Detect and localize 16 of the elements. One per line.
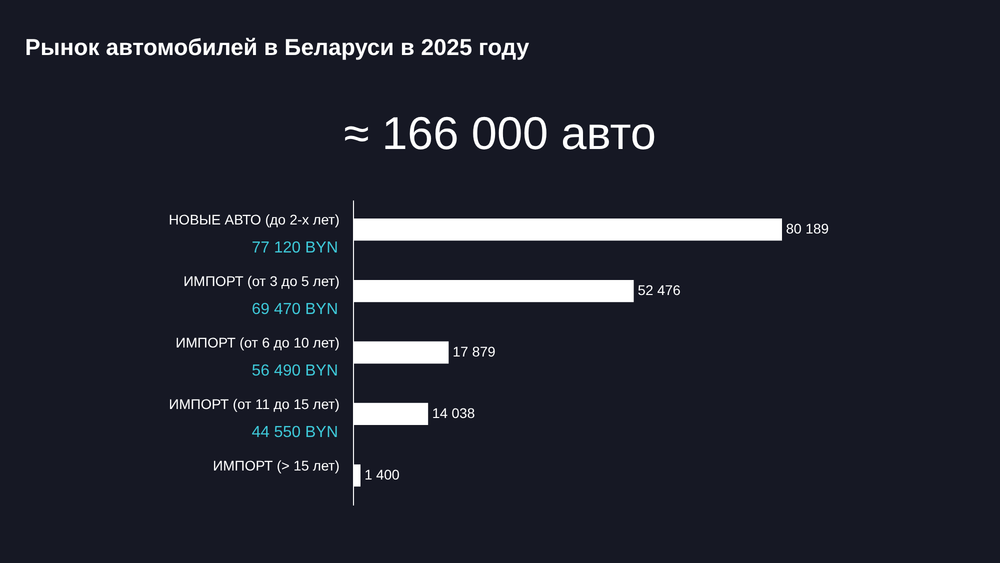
y-tick-label: НОВЫЕ АВТО (до 2-х лет) (168, 212, 340, 228)
data-label: 17 879 (452, 344, 496, 360)
chart-subtitle: ≈ 166 000 авто (342, 106, 658, 160)
text: 77 120 BYN (252, 240, 338, 257)
data-label: 1 400 (364, 466, 400, 482)
y-tick-label: ИМПОРТ (от 6 до 10 лет) (176, 334, 340, 350)
text: 44 550 BYN (252, 424, 338, 441)
y-tick-label: ИМПОРТ (от 3 до 5 лет) (183, 273, 340, 290)
text: 69 470 BYN (252, 301, 338, 318)
data-label: 52 476 (638, 282, 681, 298)
data-label: 80 189 (786, 220, 830, 237)
data-label: 14 038 (432, 404, 476, 421)
chart-title: Рынок автомобилей в Беларуси в 2025 году (25, 34, 530, 61)
y-tick-label: ИМПОРТ (> 15 лет) (212, 457, 340, 474)
text: 56 490 BYN (252, 362, 338, 380)
y-tick-label: ИМПОРТ (от 11 до 15 лет) (168, 396, 340, 412)
